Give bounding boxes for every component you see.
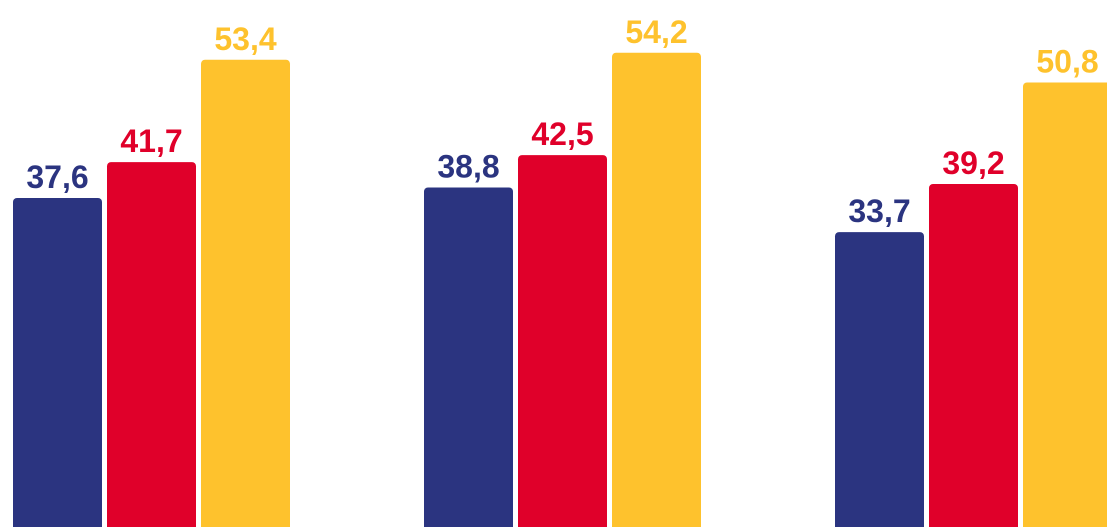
bar-s3-g1 [201,59,290,532]
value-label-s1-g2: 38,8 [437,149,499,185]
bar-s3-g2 [612,52,701,532]
value-label-s1-g1: 37,6 [26,159,88,195]
value-label-s3-g1: 53,4 [214,21,276,57]
bar-s3-g3 [1023,82,1107,532]
value-label-s2-g2: 42,5 [531,116,593,152]
value-label-s2-g1: 41,7 [120,123,182,159]
bar-s1-g1 [13,198,102,532]
value-label-s3-g2: 54,2 [625,14,687,50]
value-label-s3-g3: 50,8 [1036,44,1098,80]
bar-s2-g3 [929,184,1018,532]
value-label-s1-g3: 33,7 [848,193,910,229]
bar-s1-g2 [424,187,513,532]
bar-s2-g2 [518,155,607,532]
bar-s2-g1 [107,162,196,532]
bar-s1-g3 [835,232,924,532]
value-label-s2-g3: 39,2 [942,145,1004,181]
